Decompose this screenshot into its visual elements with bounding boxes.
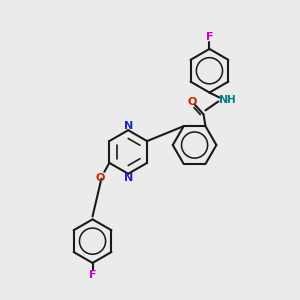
Text: N: N <box>124 173 133 183</box>
Text: O: O <box>96 173 105 183</box>
Text: N: N <box>124 121 133 131</box>
Text: F: F <box>89 270 96 280</box>
Text: N: N <box>219 95 228 106</box>
Text: O: O <box>188 98 197 107</box>
Text: H: H <box>227 95 236 106</box>
Text: F: F <box>206 32 213 42</box>
